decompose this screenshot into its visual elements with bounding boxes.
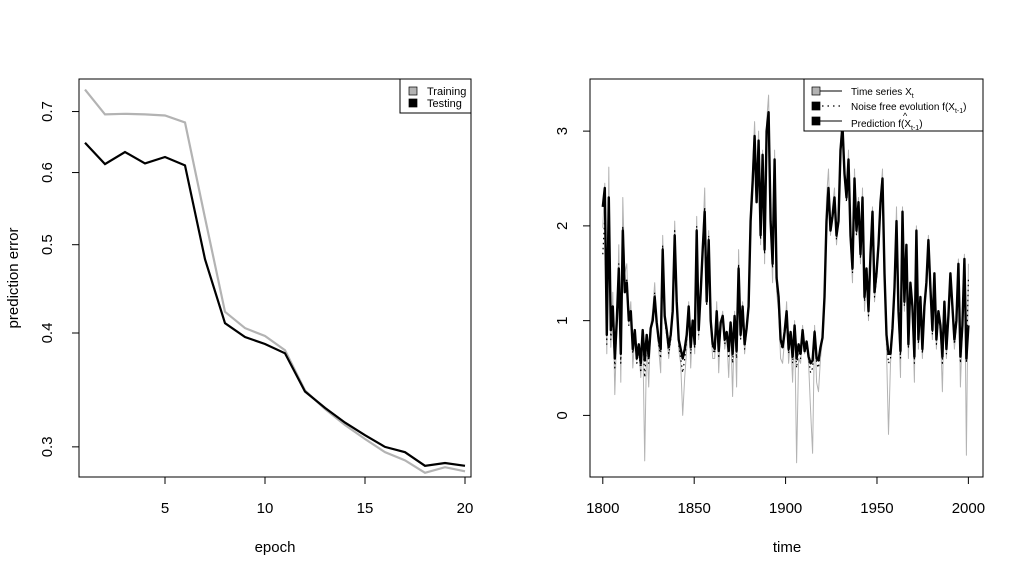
legend-label-prediction: Prediction f(Xt-1): [851, 119, 923, 132]
left-y-tick-label: 0.3: [39, 436, 56, 457]
right-y-axis: 0 1 2 3: [554, 127, 591, 420]
right-x-tick-label: 1900: [769, 500, 802, 517]
right-legend-box: [803, 78, 984, 132]
legend-label-training: Training: [427, 86, 466, 98]
right-y-tick-label: 1: [554, 316, 571, 324]
left-y-axis: 0.3 0.4 0.5 0.6 0.7: [39, 101, 80, 457]
left-panel: 5 10 15 20 0.3 0.4 0.5 0.6 0.7 epoch prediction…: [5, 78, 474, 556]
left-x-axis: 5 10 15 20: [161, 476, 474, 517]
left-x-tick-label: 10: [257, 500, 274, 517]
legend-label-time-series: Time series Xt: [851, 87, 914, 100]
legend-swatch-prediction: [811, 116, 821, 126]
legend-swatch-training: [408, 86, 418, 96]
legend-swatch-time-series: [811, 86, 821, 96]
left-y-axis-label: prediction error: [5, 228, 22, 329]
right-x-tick-label: 1850: [678, 500, 711, 517]
right-x-axis: 1800 1850 1900 1950 2000: [586, 476, 985, 517]
right-y-tick-label: 0: [554, 411, 571, 419]
right-x-tick-label: 1800: [586, 500, 619, 517]
right-y-tick-label: 2: [554, 222, 571, 230]
legend-hat-prediction: ^: [903, 111, 908, 121]
left-y-tick-label: 0.5: [39, 234, 56, 255]
legend-swatch-noise-free: [811, 101, 821, 111]
right-legend: Time series Xt Noise free evolution f(Xt…: [803, 78, 984, 132]
left-y-tick-label: 0.4: [39, 323, 56, 344]
series-line-training: [84, 88, 466, 474]
right-x-axis-label: time: [773, 539, 801, 556]
left-legend-box: [399, 78, 472, 114]
legend-label-noise-free: Noise free evolution f(Xt-1): [851, 102, 966, 115]
left-y-tick-label: 0.6: [39, 162, 56, 183]
series-line-prediction: [601, 110, 970, 365]
left-legend: Training Testing: [399, 78, 472, 114]
legend-swatch-testing: [408, 98, 418, 108]
right-y-tick-label: 3: [554, 127, 571, 135]
left-x-tick-label: 5: [161, 500, 169, 517]
left-y-tick-label: 0.7: [39, 101, 56, 122]
right-panel: 1800 1850 1900 1950 2000 0 1 2 3 time Time seri…: [554, 78, 985, 556]
right-x-tick-label: 2000: [952, 500, 985, 517]
legend-label-testing: Testing: [427, 98, 462, 110]
left-x-tick-label: 15: [357, 500, 374, 517]
left-x-tick-label: 20: [457, 500, 474, 517]
series-line-testing: [84, 141, 466, 467]
right-x-tick-label: 1950: [860, 500, 893, 517]
left-x-axis-label: epoch: [255, 539, 296, 556]
